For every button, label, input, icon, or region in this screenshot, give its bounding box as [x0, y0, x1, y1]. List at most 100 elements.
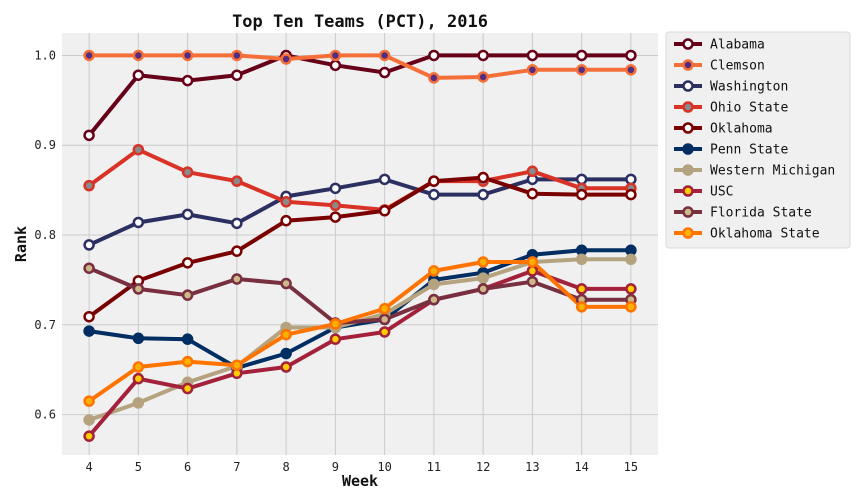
series-lines [87, 53, 633, 439]
legend-marker [682, 80, 694, 92]
series-point-9 [378, 302, 391, 315]
legend-entry: USC [674, 185, 733, 200]
series-point-3 [181, 166, 194, 178]
series-point-4 [477, 171, 489, 184]
series-point-9 [181, 355, 194, 368]
series-point-5 [280, 347, 292, 360]
series-point-1 [83, 49, 95, 62]
series-point-9 [83, 395, 95, 407]
x-tick-label: 10 [377, 460, 391, 474]
series-point-5 [83, 325, 95, 337]
series-point-7 [526, 265, 539, 277]
x-tick-label: 5 [135, 460, 142, 474]
series-point-7 [625, 283, 637, 295]
legend-entry: Ohio State [674, 101, 788, 116]
legend-marker [682, 59, 694, 71]
plot-area [62, 33, 658, 455]
series-point-0 [428, 49, 440, 62]
series-point-0 [181, 74, 194, 87]
legend-marker [682, 164, 694, 176]
legend-entry: Washington [674, 80, 788, 95]
series-point-9 [428, 265, 440, 277]
y-axis-label: Rank [12, 226, 30, 262]
series-point-3 [329, 199, 342, 212]
legend: Alabama Clemson Washington Ohio State Oklaho… [665, 31, 851, 249]
legend-entry: Penn State [674, 143, 788, 158]
series-point-6 [477, 272, 489, 284]
series-point-5 [132, 332, 145, 345]
series-point-7 [575, 283, 588, 295]
legend-box [665, 31, 851, 249]
series-point-1 [477, 71, 489, 83]
series-point-7 [280, 361, 292, 373]
series-point-5 [625, 244, 637, 257]
series-point-8 [280, 277, 292, 290]
series-point-1 [526, 64, 539, 76]
series-point-3 [132, 143, 145, 156]
x-tick-label: 8 [282, 460, 289, 474]
legend-marker [682, 206, 694, 218]
legend-entry: Alabama [674, 38, 765, 53]
legend-label: Clemson [710, 59, 765, 74]
series-point-8 [378, 313, 391, 326]
series-point-1 [181, 49, 194, 62]
series-point-9 [575, 301, 588, 313]
series-point-6 [428, 278, 440, 291]
series-point-9 [477, 256, 489, 268]
y-tick-label: 0.8 [34, 228, 56, 242]
legend-label: Oklahoma State [710, 227, 820, 242]
series-point-4 [231, 245, 243, 257]
series-point-7 [378, 326, 391, 338]
series-line-5 [87, 248, 633, 370]
y-tick-label: 0.7 [34, 318, 56, 332]
series-point-4 [378, 205, 391, 217]
series-point-9 [625, 301, 637, 313]
series-point-0 [378, 66, 391, 79]
series-point-7 [83, 430, 95, 442]
series-point-4 [526, 187, 539, 200]
legend-entry: Western Michigan [674, 164, 835, 179]
series-point-1 [132, 49, 145, 62]
series-point-2 [132, 216, 145, 229]
series-point-0 [132, 69, 145, 81]
y-tick-label: 0.6 [34, 408, 56, 422]
series-point-2 [477, 188, 489, 201]
legend-marker [682, 227, 694, 239]
ticks: 4 5 6 7 8 9 10 11 12 13 14 15 0.6 0.7 0.8 0.9 1.0 [34, 48, 638, 474]
x-tick-label: 9 [332, 460, 339, 474]
legend-label: Western Michigan [710, 164, 835, 179]
series-point-0 [231, 69, 243, 81]
legend-label: Ohio State [710, 101, 788, 116]
legend-label: Penn State [710, 143, 788, 158]
series-point-6 [132, 397, 145, 409]
series-point-0 [625, 49, 637, 62]
series-point-2 [181, 208, 194, 221]
x-tick-label: 7 [233, 460, 240, 474]
series-point-3 [231, 175, 243, 187]
chart-title: Top Ten Teams (PCT), 2016 [232, 12, 488, 32]
series-point-1 [575, 64, 588, 76]
series-point-2 [575, 173, 588, 186]
series-markers [83, 49, 637, 442]
series-line-7 [87, 268, 633, 439]
series-point-8 [132, 283, 145, 295]
series-point-2 [428, 188, 440, 201]
series-point-2 [378, 173, 391, 186]
x-tick-label: 15 [624, 460, 638, 474]
series-point-1 [329, 49, 342, 62]
series-line-3 [87, 147, 633, 212]
series-point-1 [378, 49, 391, 62]
series-line-0 [87, 53, 633, 138]
series-point-5 [181, 333, 194, 345]
series-point-0 [526, 49, 539, 62]
x-tick-label: 11 [427, 460, 441, 474]
series-point-4 [428, 175, 440, 187]
series-line-4 [87, 175, 633, 319]
series-point-9 [132, 361, 145, 373]
series-point-7 [181, 382, 194, 395]
x-axis-label: Week [342, 472, 378, 490]
series-point-4 [83, 310, 95, 323]
x-tick-label: 6 [184, 460, 191, 474]
series-point-9 [231, 359, 243, 371]
y-tick-label: 0.9 [34, 138, 56, 152]
